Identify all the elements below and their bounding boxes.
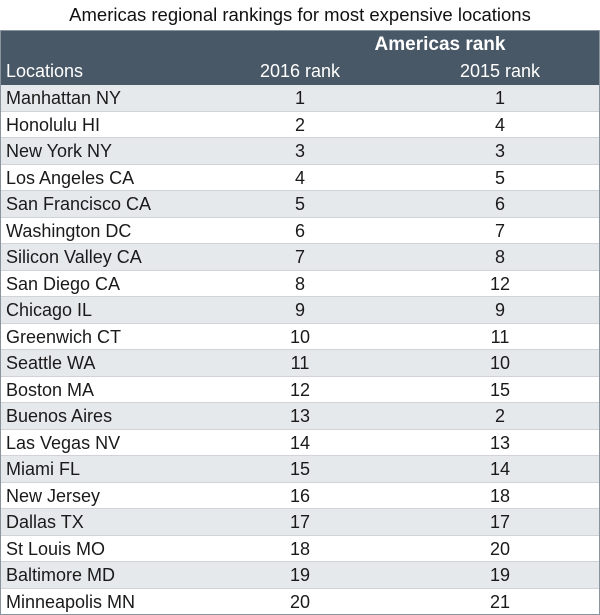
table-row: San Diego CA 8 12 xyxy=(0,270,600,297)
column-header-locations: Locations xyxy=(6,61,84,81)
cell-location: Boston MA xyxy=(6,379,95,400)
cell-2016-rank: 12 xyxy=(289,379,311,400)
cell-location: Baltimore MD xyxy=(6,565,116,585)
table-row: Miami FL 15 14 xyxy=(0,456,600,483)
cell-location: Manhattan NY xyxy=(6,88,122,108)
cell-2015-rank: 3 xyxy=(494,141,505,161)
table-row: Chicago IL 9 9 xyxy=(0,297,600,324)
table-row: Seattle WA 11 10 xyxy=(0,350,600,377)
cell-2015-rank: 4 xyxy=(494,114,505,135)
cell-2016-rank: 2 xyxy=(294,114,305,135)
table-row: Washington DC 6 7 xyxy=(0,217,600,244)
cell-location: Las Vegas NV xyxy=(6,432,121,453)
cell-2015-rank: 7 xyxy=(494,220,505,241)
cell-2016-rank: 11 xyxy=(290,353,310,373)
cell-2016-rank: 18 xyxy=(289,538,311,559)
cell-location: Seattle WA xyxy=(6,353,96,373)
cell-2015-rank: 5 xyxy=(494,167,505,188)
cell-2016-rank: 14 xyxy=(289,432,311,453)
cell-location: Honolulu HI xyxy=(6,114,101,135)
cell-2015-rank: 19 xyxy=(489,565,511,585)
cell-location: Washington DC xyxy=(6,220,132,241)
cell-2015-rank: 15 xyxy=(489,379,511,400)
cell-2015-rank: 11 xyxy=(490,326,510,347)
cell-2016-rank: 10 xyxy=(289,326,311,347)
table-row: St Louis MO 18 20 xyxy=(0,535,600,562)
table-row: Honolulu HI 2 4 xyxy=(0,111,600,138)
table-row: Silicon Valley CA 7 8 xyxy=(0,244,600,271)
table-body: Manhattan NY 1 1 Honolulu HI 2 4 New York NY 3 3… xyxy=(0,85,600,615)
table-row: Dallas TX 17 17 xyxy=(0,509,600,536)
table-row: Los Angeles CA 4 5 xyxy=(0,164,600,191)
table-row: Buenos Aires 13 2 xyxy=(0,403,600,430)
cell-2015-rank: 10 xyxy=(489,353,511,373)
table-row: Minneapolis MN 20 21 xyxy=(0,588,600,615)
table-row: Las Vegas NV 14 13 xyxy=(0,429,600,456)
cell-2016-rank: 9 xyxy=(294,300,305,320)
cell-2015-rank: 18 xyxy=(489,485,511,506)
cell-location: Buenos Aires xyxy=(6,406,113,426)
cell-2015-rank: 12 xyxy=(489,273,511,294)
table-row: Greenwich CT 10 11 xyxy=(0,323,600,350)
cell-2016-rank: 15 xyxy=(289,459,311,479)
cell-location: Silicon Valley CA xyxy=(6,247,142,267)
table-row: New Jersey 16 18 xyxy=(0,482,600,509)
cell-2016-rank: 13 xyxy=(289,406,311,426)
table-row: Manhattan NY 1 1 xyxy=(0,85,600,112)
cell-2015-rank: 2 xyxy=(494,406,505,426)
column-header-2016-rank: 2016 rank xyxy=(259,61,341,81)
cell-2015-rank: 9 xyxy=(494,300,505,320)
cell-2016-rank: 3 xyxy=(294,141,305,161)
cell-2015-rank: 20 xyxy=(489,538,511,559)
table-row: Baltimore MD 19 19 xyxy=(0,562,600,589)
column-header-2015-rank: 2015 rank xyxy=(459,61,541,81)
cell-2016-rank: 19 xyxy=(289,565,311,585)
table-title: Americas regional rankings for most expe… xyxy=(69,4,531,25)
cell-location: Los Angeles CA xyxy=(6,167,135,188)
cell-2016-rank: 17 xyxy=(289,512,311,532)
cell-location: New Jersey xyxy=(6,485,101,506)
cell-location: Chicago IL xyxy=(6,300,93,320)
cell-2015-rank: 6 xyxy=(494,194,505,214)
cell-2015-rank: 1 xyxy=(494,88,505,108)
table-header: Americas rank Locations 2016 rank 2015 r… xyxy=(0,30,600,85)
cell-2015-rank: 17 xyxy=(489,512,511,532)
cell-location: San Francisco CA xyxy=(6,194,152,214)
cell-2015-rank: 14 xyxy=(489,459,511,479)
table-row: Boston MA 12 15 xyxy=(0,376,600,403)
table-row: San Francisco CA 5 6 xyxy=(0,191,600,218)
group-header-americas-rank: Americas rank xyxy=(374,34,506,55)
table-row: New York NY 3 3 xyxy=(0,138,600,165)
cell-location: Greenwich CT xyxy=(6,326,122,347)
cell-2016-rank: 8 xyxy=(294,273,305,294)
cell-location: St Louis MO xyxy=(6,538,106,559)
cell-2016-rank: 16 xyxy=(289,485,311,506)
cell-location: Dallas TX xyxy=(6,512,84,532)
cell-location: New York NY xyxy=(6,141,113,161)
cell-2015-rank: 21 xyxy=(489,591,511,612)
cell-location: Minneapolis MN xyxy=(6,591,136,612)
cell-2015-rank: 13 xyxy=(489,432,511,453)
cell-location: Miami FL xyxy=(6,459,81,479)
cell-location: San Diego CA xyxy=(6,273,121,294)
cell-2015-rank: 8 xyxy=(494,247,505,267)
cell-2016-rank: 4 xyxy=(294,167,305,188)
cell-2016-rank: 1 xyxy=(294,88,305,108)
cell-2016-rank: 5 xyxy=(294,194,305,214)
cell-2016-rank: 6 xyxy=(294,220,305,241)
cell-2016-rank: 20 xyxy=(289,591,311,612)
cell-2016-rank: 7 xyxy=(294,247,305,267)
